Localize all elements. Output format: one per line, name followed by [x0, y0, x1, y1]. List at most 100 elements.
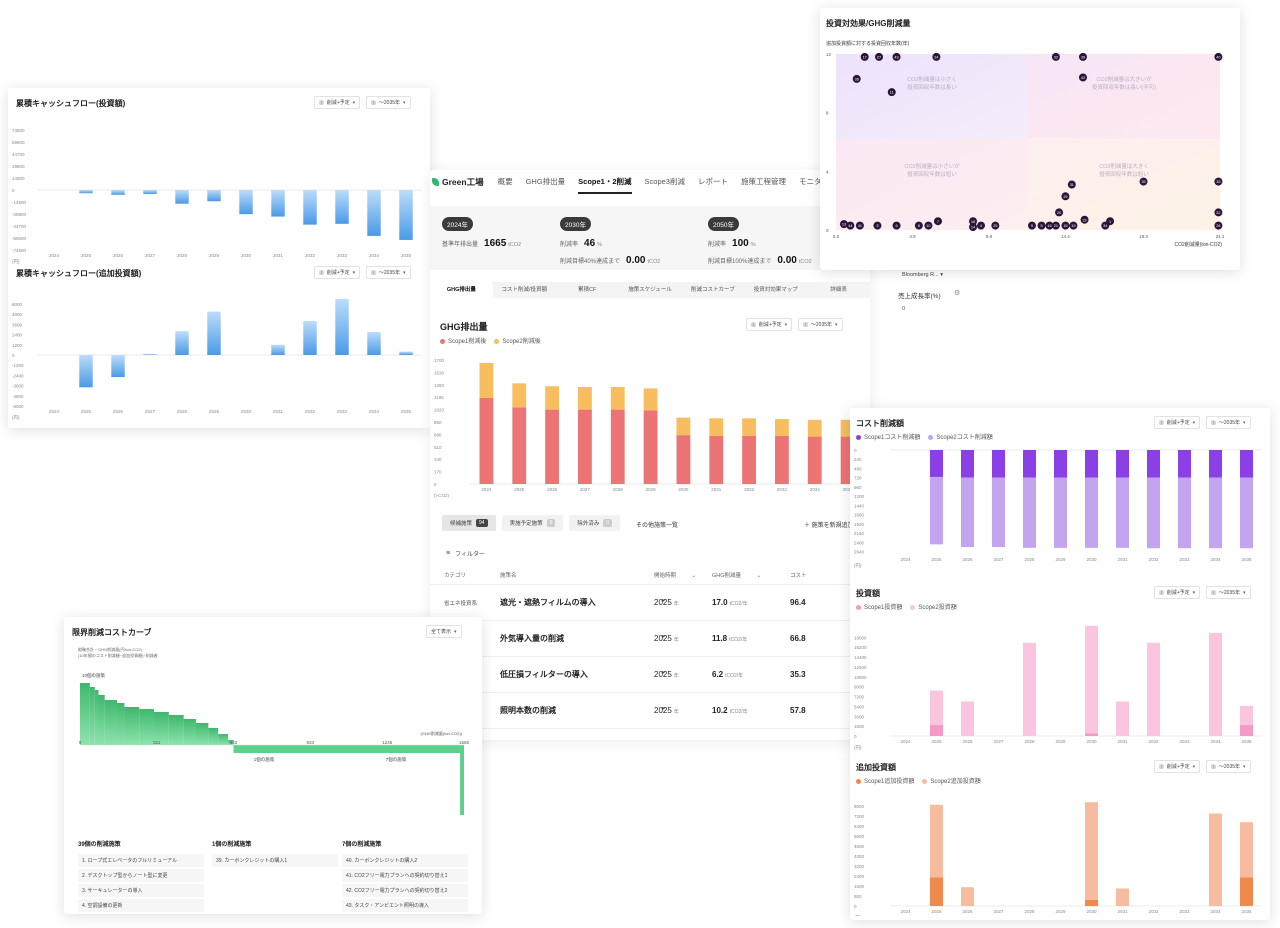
- y-tick-label: 480: [854, 466, 862, 471]
- x-tick-label: 2027: [993, 909, 1004, 914]
- point-5[interactable]: [1037, 221, 1046, 230]
- point-39[interactable]: [1078, 52, 1087, 61]
- year-dropdown[interactable]: ▥ 〜2035年 ▾: [798, 318, 843, 331]
- subtab-6[interactable]: 詳細表: [830, 287, 847, 293]
- point-7[interactable]: [933, 217, 942, 226]
- subtab-2[interactable]: 累積CF: [577, 287, 597, 293]
- column-header-1[interactable]: 施策名: [486, 571, 654, 579]
- nav-item-2[interactable]: Scope1・2削減: [578, 170, 632, 194]
- column-header-0[interactable]: カテゴリ: [430, 571, 486, 579]
- point-15[interactable]: [1061, 221, 1070, 230]
- mac-group-item[interactable]: 1. ロープ式エレベータのフルリミューアル: [78, 854, 204, 867]
- point-41[interactable]: [855, 221, 864, 230]
- mac-group-item[interactable]: 43. タスク・アンビエント照明の導入: [342, 899, 468, 912]
- other-list-link[interactable]: その他施策一覧: [636, 523, 679, 529]
- column-header-2[interactable]: 開始時期 ⌄: [654, 571, 712, 579]
- nav-item-4[interactable]: レポート: [697, 177, 728, 186]
- point-16[interactable]: [1045, 221, 1054, 230]
- year-dropdown[interactable]: ▥ 〜2035年 ▾: [1206, 416, 1251, 429]
- point-9[interactable]: [1027, 221, 1036, 230]
- add-measure-button[interactable]: ＋ 施策を新規追加: [804, 523, 854, 529]
- mac-group-item[interactable]: 40. カーボンクレジットの購入2: [342, 854, 468, 867]
- point-27[interactable]: [875, 52, 884, 61]
- column-header-3[interactable]: GHG削減量 ⌄: [712, 571, 790, 579]
- x-tick-label: 2029: [209, 253, 220, 258]
- bloomberg-dropdown[interactable]: Bloomberg R... ▾: [902, 272, 943, 278]
- point-33[interactable]: [1214, 177, 1223, 186]
- point-29[interactable]: [1061, 192, 1070, 201]
- subtab-3[interactable]: 施策スケジュール: [628, 287, 672, 293]
- point-43[interactable]: [892, 52, 901, 61]
- point-25[interactable]: [991, 221, 1000, 230]
- year-dropdown[interactable]: ▥ 〜2035年 ▾: [1206, 586, 1251, 599]
- mac-group-item[interactable]: 2. デスクトップ型からノート型に変更: [78, 869, 204, 882]
- mac-group-item[interactable]: 39. カーボンクレジットの購入1: [212, 854, 338, 867]
- point-26[interactable]: [1214, 221, 1223, 230]
- nav-item-5[interactable]: 施策工程管理: [740, 177, 786, 186]
- forecast-dropdown[interactable]: ▥ 削減+予定 ▾: [314, 96, 361, 109]
- point-4[interactable]: [976, 221, 985, 230]
- subtab-5[interactable]: 投資対効果マップ: [753, 287, 798, 293]
- app-logo[interactable]: Green工場: [432, 176, 484, 188]
- year-dropdown[interactable]: ▥ 〜2035年 ▾: [366, 266, 411, 279]
- bar-2025: [79, 355, 93, 388]
- subtab-4[interactable]: 削減コストカーブ: [691, 287, 735, 293]
- point-35[interactable]: [1139, 177, 1148, 186]
- point-32[interactable]: [1051, 52, 1060, 61]
- mac-group-item[interactable]: 3. サーキュレーターの導入: [78, 884, 204, 897]
- mac-group-item[interactable]: 4. 空調設備の更新: [78, 899, 204, 912]
- point-17[interactable]: [860, 52, 869, 61]
- point-11[interactable]: [887, 88, 896, 97]
- forecast-dropdown[interactable]: ▥ 削減+予定 ▾: [1154, 416, 1201, 429]
- roi-quadrant: [836, 54, 1028, 139]
- forecast-dropdown[interactable]: ▥ 削減+予定 ▾: [1154, 586, 1201, 599]
- chevron-right-icon[interactable]: ▸: [662, 670, 666, 676]
- nav-item-1[interactable]: GHG排出量: [525, 177, 566, 186]
- point-34[interactable]: [1101, 221, 1110, 230]
- forecast-dropdown[interactable]: ▥ 削減+予定 ▾: [314, 266, 361, 279]
- chevron-right-icon[interactable]: ▸: [662, 706, 666, 712]
- table-row[interactable]: 省エネ投資系 遮光・遮熱フィルムの導入 ▸ 2025 年 17.0 tCO2/年 96.4: [430, 585, 870, 621]
- subtab-1[interactable]: コスト削減/投資額: [501, 287, 548, 293]
- gear-icon[interactable]: ⚙: [954, 290, 961, 297]
- point-21[interactable]: [1051, 221, 1060, 230]
- point-13[interactable]: [839, 220, 848, 229]
- subtab-0[interactable]: GHG排出量: [430, 282, 493, 298]
- mac-group-item[interactable]: 41. CO2フリー電力プランへの契約切り替え1: [342, 869, 468, 882]
- point-14[interactable]: [969, 223, 978, 232]
- point-36[interactable]: [852, 74, 861, 83]
- column-header-4[interactable]: コスト: [790, 571, 870, 579]
- point-44[interactable]: [846, 221, 855, 230]
- chevron-right-icon[interactable]: ▸: [662, 634, 666, 640]
- point-3[interactable]: [873, 221, 882, 230]
- point-24[interactable]: [932, 52, 941, 61]
- point-23[interactable]: [1080, 215, 1089, 224]
- point-42[interactable]: [1078, 73, 1087, 82]
- point-22[interactable]: [1214, 208, 1223, 217]
- nav-item-0[interactable]: 概要: [497, 177, 513, 186]
- chevron-right-icon[interactable]: ▸: [662, 598, 666, 604]
- forecast-dropdown[interactable]: ▥ 削減+予定 ▾: [1154, 760, 1201, 773]
- point-20[interactable]: [1055, 208, 1064, 217]
- point-8[interactable]: [914, 221, 923, 230]
- table-tab-1[interactable]: 実施予定施策 0: [501, 515, 564, 531]
- point-6[interactable]: [892, 221, 901, 230]
- table-tab-2[interactable]: 除外済み 0: [569, 515, 621, 531]
- point-label: 40: [1216, 56, 1220, 60]
- year-dropdown[interactable]: ▥ 〜2035年 ▾: [1206, 760, 1251, 773]
- point-18[interactable]: [969, 217, 978, 226]
- mac-group-item[interactable]: 42. CO2フリー電力プランへの契約切り替え2: [342, 884, 468, 897]
- nav-item-3[interactable]: Scope3削減: [644, 177, 685, 186]
- show-all-dropdown[interactable]: 全て表示 ▾: [426, 625, 462, 638]
- point-19[interactable]: [1069, 221, 1078, 230]
- point-31[interactable]: [1067, 180, 1076, 189]
- point-10[interactable]: [924, 221, 933, 230]
- table-tab-0[interactable]: 候補施策 94: [442, 515, 496, 531]
- filter-button[interactable]: ≡ フィルター: [446, 550, 485, 558]
- forecast-dropdown[interactable]: ▥ 削減+予定 ▾: [746, 318, 793, 331]
- point-40[interactable]: [1214, 52, 1223, 61]
- year-dropdown[interactable]: ▥ 〜2035年 ▾: [366, 96, 411, 109]
